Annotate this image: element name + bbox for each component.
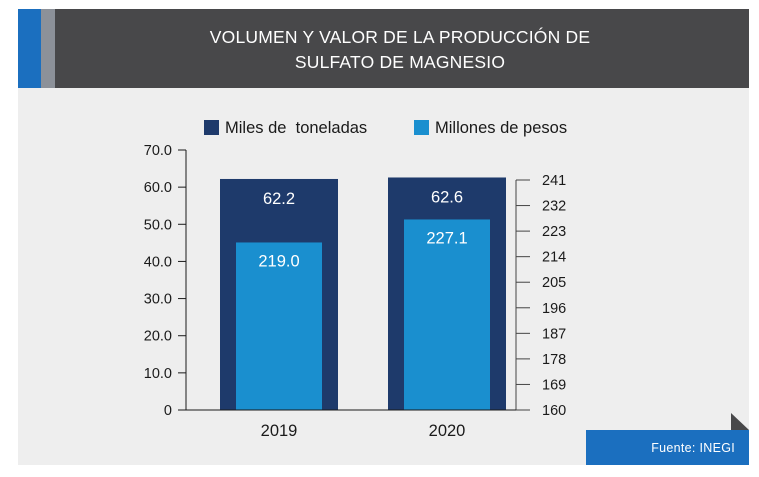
right-tick-label: 232 [542, 199, 566, 215]
left-tick-label: 0 [164, 403, 172, 419]
right-tick-label: 178 [542, 352, 566, 368]
data-label-millones-pesos-2020: 227.1 [426, 229, 467, 247]
chart-title-line-2: SULFATO DE MAGNESIO [294, 52, 506, 72]
right-tick-label: 223 [542, 224, 566, 240]
right-tick-label: 241 [542, 173, 566, 189]
chart-title-line-1: VOLUMEN Y VALOR DE LA PRODUCCIÓN DE [209, 27, 591, 47]
source-badge: Fuente: INEGI [586, 430, 749, 465]
x-axis-labels: 2019 2020 [261, 422, 466, 440]
source-text: Fuente: INEGI [651, 441, 735, 455]
title-banner [18, 9, 749, 88]
chart-title: VOLUMEN Y VALOR DE LA PRODUCCIÓN DE SULF… [120, 25, 680, 75]
corner-fold-triangle [731, 413, 749, 430]
right-tick-label: 214 [542, 250, 566, 266]
right-tick-label: 205 [542, 275, 566, 291]
right-axis-ticks: 160 169 178 187 196 205 214 223 232 241 [516, 173, 566, 419]
left-tick-label: 10.0 [144, 366, 172, 382]
bar-millones-pesos-2019 [236, 242, 322, 410]
right-tick-label: 160 [542, 403, 566, 419]
left-tick-label: 40.0 [144, 254, 172, 270]
legend-swatch-miles-toneladas [204, 120, 219, 135]
left-tick-label: 70.0 [144, 143, 172, 159]
data-label-millones-pesos-2019: 219.0 [258, 252, 299, 270]
left-tick-label: 20.0 [144, 329, 172, 345]
legend-swatch-millones-pesos [414, 120, 429, 135]
right-tick-label: 187 [542, 326, 566, 342]
legend: Miles de toneladas Millones de pesos [204, 119, 567, 137]
data-label-miles-toneladas-2020: 62.6 [431, 188, 463, 206]
chart-panel [18, 88, 749, 465]
left-tick-label: 50.0 [144, 217, 172, 233]
x-tick-label-2020: 2020 [429, 422, 466, 440]
x-tick-label-2019: 2019 [261, 422, 298, 440]
banner-accent-gray [41, 9, 55, 88]
right-tick-label: 196 [542, 301, 566, 317]
banner-accent-blue [18, 9, 41, 88]
data-label-miles-toneladas-2019: 62.2 [263, 190, 295, 208]
right-tick-label: 169 [542, 377, 566, 393]
bars: 62.2 219.0 62.6 227.1 [186, 177, 516, 411]
bar-millones-pesos-2020 [404, 219, 490, 410]
legend-label-miles-toneladas: Miles de toneladas [225, 119, 367, 137]
legend-label-millones-pesos: Millones de pesos [435, 119, 567, 137]
left-tick-label: 30.0 [144, 292, 172, 308]
left-axis-ticks: 0 10.0 20.0 30.0 40.0 50.0 60.0 70.0 [144, 143, 186, 419]
left-tick-label: 60.0 [144, 180, 172, 196]
